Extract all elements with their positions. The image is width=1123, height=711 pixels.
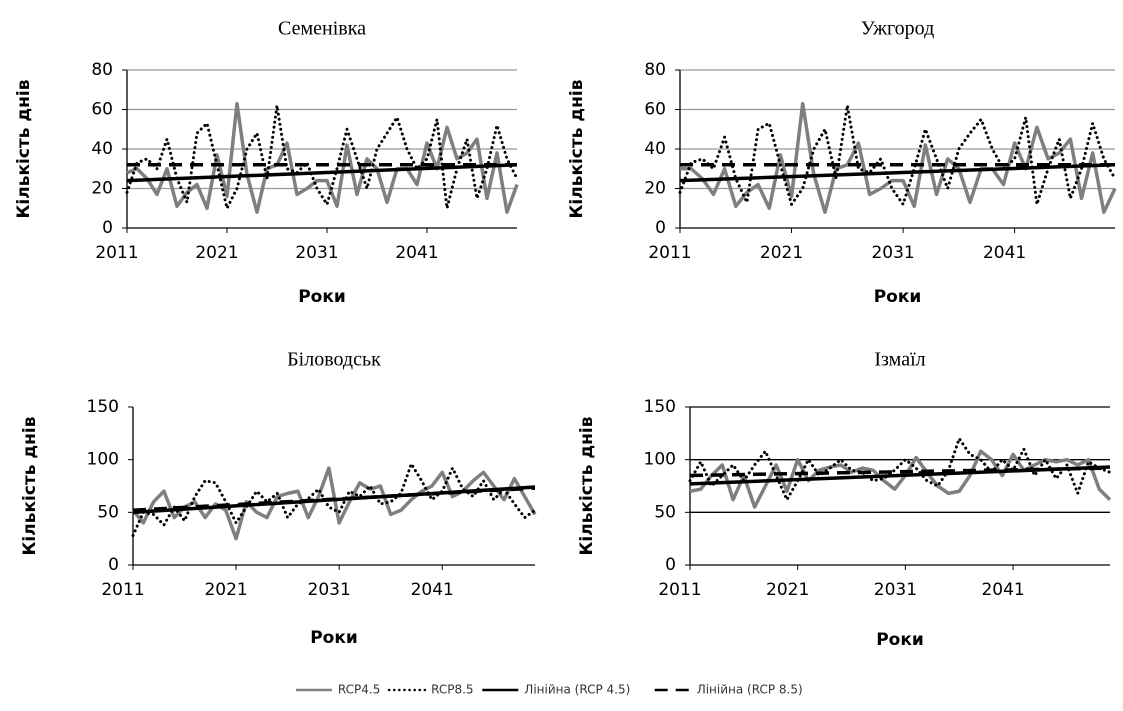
series-line	[132, 486, 536, 512]
x-tick-label: 2011	[648, 243, 691, 263]
y-tick-label: 100	[644, 450, 676, 470]
y-tick-label: 0	[108, 555, 119, 575]
y-tick-label: 20	[644, 179, 666, 199]
y-axis-label: Кількість днів	[577, 416, 597, 555]
y-tick-label: 150	[87, 397, 119, 417]
x-tick-label: 2041	[983, 243, 1026, 263]
series-line	[125, 104, 519, 210]
y-tick-label: 0	[102, 218, 113, 238]
y-tick-label: 0	[665, 555, 676, 575]
y-tick-label: 60	[91, 100, 113, 120]
chart-title: Ізмаїл	[874, 349, 925, 371]
y-tick-label: 0	[655, 218, 666, 238]
legend-label: RCP8.5	[431, 683, 473, 697]
series-line	[126, 163, 518, 183]
series-line	[678, 104, 1117, 206]
x-tick-label: 2041	[411, 580, 454, 600]
y-tick-label: 80	[644, 60, 666, 80]
x-tick-label: 2031	[871, 243, 914, 263]
y-tick-label: 20	[91, 179, 113, 199]
series-line	[689, 466, 1111, 478]
y-tick-label: 60	[644, 100, 666, 120]
y-tick-label: 80	[91, 60, 113, 80]
x-tick-label: 2021	[195, 243, 238, 263]
legend-label: Лінійна (RCP 4.5)	[524, 683, 630, 697]
y-tick-label: 50	[654, 502, 676, 522]
x-axis-label: Роки	[874, 287, 922, 307]
y-tick-label: 40	[91, 139, 113, 159]
x-axis-label: Роки	[298, 287, 346, 307]
chart-title: Семенівка	[278, 18, 366, 40]
x-tick-label: 2021	[760, 243, 803, 263]
y-tick-label: 50	[97, 502, 119, 522]
x-tick-label: 2011	[658, 580, 701, 600]
series-line	[689, 465, 1111, 486]
y-tick-label: 150	[644, 397, 676, 417]
x-tick-label: 2021	[766, 580, 809, 600]
legend-label: RCP4.5	[338, 683, 380, 697]
y-axis-label: Кількість днів	[20, 416, 40, 555]
series-line	[680, 101, 1117, 214]
x-tick-label: 2011	[101, 580, 144, 600]
x-axis-label: Роки	[310, 628, 358, 648]
series-line	[126, 101, 519, 214]
y-tick-label: 40	[644, 139, 666, 159]
x-tick-label: 2031	[295, 243, 338, 263]
x-tick-label: 2041	[981, 580, 1024, 600]
y-axis-label: Кількість днів	[14, 79, 34, 218]
x-tick-label: 2041	[395, 243, 438, 263]
series-line	[689, 449, 1112, 509]
x-tick-label: 2011	[95, 243, 138, 263]
series-line	[679, 163, 1116, 183]
legend-label: Лінійна (RCP 8.5)	[697, 683, 803, 697]
x-tick-label: 2031	[308, 580, 351, 600]
x-tick-label: 2021	[204, 580, 247, 600]
chart-title: Біловодськ	[287, 349, 381, 371]
chart-title: Ужгород	[861, 18, 935, 40]
x-axis-label: Роки	[876, 630, 924, 650]
y-axis-label: Кількість днів	[567, 79, 587, 218]
y-tick-label: 100	[87, 450, 119, 470]
x-tick-label: 2031	[874, 580, 917, 600]
